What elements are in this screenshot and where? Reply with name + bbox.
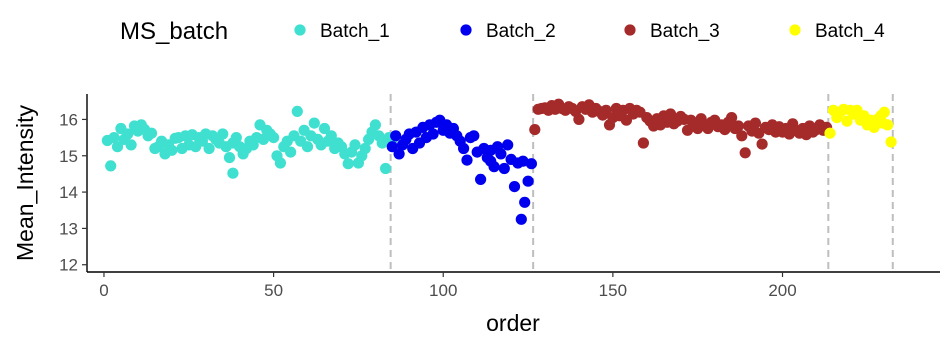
data-point (475, 173, 487, 185)
data-point (122, 128, 134, 140)
y-tick-label: 14 (59, 183, 78, 202)
data-point (227, 167, 239, 179)
data-point (732, 120, 745, 132)
data-point (301, 141, 314, 153)
data-point (291, 105, 303, 117)
axes: 0 50 100 150 200 12 13 14 15 16 order Mean_Inten… (12, 94, 940, 336)
data-point (166, 144, 178, 156)
data-point (105, 160, 117, 172)
data-point (145, 127, 158, 139)
data-point (427, 128, 439, 140)
data-point (125, 139, 137, 151)
y-ticks: 12 13 14 15 16 (59, 110, 87, 275)
legend-label: Batch_3 (650, 21, 720, 42)
data-point (393, 148, 405, 160)
data-point (522, 175, 534, 187)
x-ticks: 0 50 100 150 200 (99, 272, 797, 300)
series-batch-4 (824, 103, 897, 148)
data-point (308, 117, 320, 129)
legend-label: Batch_1 (320, 21, 390, 42)
data-point (502, 139, 514, 151)
data-point (223, 152, 236, 164)
y-axis-title: Mean_Intensity (12, 105, 38, 261)
data-point (108, 132, 120, 144)
legend-key (789, 24, 801, 36)
series-batch-3 (529, 98, 833, 159)
data-point (111, 141, 124, 153)
data-point (573, 113, 585, 125)
data-point (498, 162, 510, 175)
y-tick-label: 13 (59, 219, 78, 238)
x-axis-title: order (486, 310, 540, 336)
data-point (525, 158, 538, 170)
data-point (203, 142, 215, 155)
legend-items: Batch_1 Batch_2 Batch_3 Batch_4 (294, 21, 885, 42)
data-point (637, 137, 650, 149)
data-point (756, 138, 768, 150)
legend: MS_batch Batch_1 Batch_2 Batch_3 Batch_4 (120, 18, 885, 45)
series-batch-2 (386, 114, 538, 225)
legend-key (294, 24, 306, 36)
data-point (508, 181, 521, 193)
data-point (380, 162, 392, 175)
legend-item-batch-4: Batch_4 (789, 21, 885, 42)
legend-item-batch-1: Batch_1 (294, 21, 390, 42)
data-point (515, 213, 527, 225)
data-point (386, 141, 398, 153)
data-point (529, 124, 541, 136)
data-point (369, 119, 381, 131)
series-batch-1 (101, 105, 398, 179)
data-point (736, 130, 748, 142)
data-point (325, 130, 337, 142)
data-point (285, 146, 297, 158)
y-tick-label: 15 (59, 147, 78, 166)
legend-item-batch-2: Batch_2 (460, 21, 556, 42)
y-tick-label: 16 (59, 110, 78, 129)
data-point (485, 155, 497, 167)
y-tick-label: 12 (59, 256, 78, 275)
data-point (230, 132, 242, 144)
legend-item-batch-3: Batch_3 (624, 21, 720, 42)
data-point (468, 130, 480, 142)
legend-label: Batch_2 (486, 21, 556, 42)
data-point (749, 117, 762, 129)
x-tick-label: 100 (429, 281, 457, 300)
legend-key (460, 24, 472, 36)
data-point (841, 115, 853, 127)
x-tick-label: 50 (264, 281, 283, 300)
data-point (877, 117, 889, 129)
data-point (600, 104, 612, 116)
x-tick-label: 200 (768, 281, 796, 300)
data-point (390, 130, 402, 142)
data-point (739, 147, 751, 159)
data-point (885, 136, 897, 148)
data-points (101, 98, 897, 225)
data-point (342, 158, 354, 170)
data-point (359, 142, 371, 155)
data-point (726, 112, 738, 124)
legend-title: MS_batch (120, 18, 228, 45)
data-point (517, 155, 529, 167)
data-point (878, 106, 890, 118)
data-point (318, 122, 331, 135)
legend-label: Batch_4 (815, 21, 885, 42)
data-point (349, 139, 361, 151)
data-point (664, 108, 677, 120)
data-point (274, 157, 286, 169)
legend-key (624, 24, 636, 36)
data-point (458, 142, 470, 155)
data-point (461, 154, 473, 166)
data-point (519, 196, 531, 208)
data-point (217, 128, 229, 140)
data-point (495, 148, 507, 160)
x-tick-label: 0 (99, 281, 108, 300)
data-point (824, 127, 836, 139)
data-point (268, 132, 280, 144)
x-tick-label: 150 (599, 281, 627, 300)
